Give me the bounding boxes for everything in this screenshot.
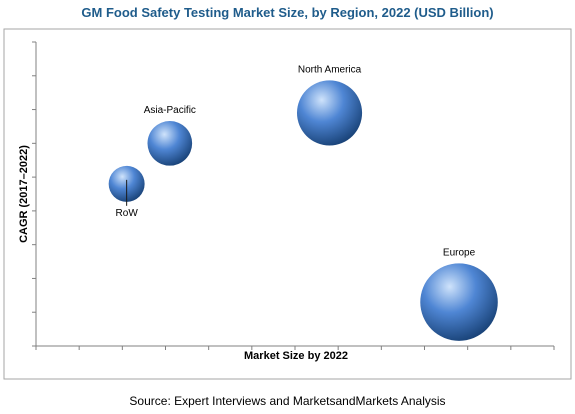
bubble-label-row: RoW xyxy=(116,208,139,219)
source-note: Source: Expert Interviews and Marketsand… xyxy=(129,394,445,408)
x-axis-label: Market Size by 2022 xyxy=(244,350,348,362)
plot-frame xyxy=(3,28,572,380)
bubble-asia-pacific xyxy=(147,121,193,166)
chart-title: GM Food Safety Testing Market Size, by R… xyxy=(81,5,493,20)
bubble-label-north-america: North America xyxy=(298,64,362,75)
bubble-label-europe: Europe xyxy=(443,247,476,258)
y-ticks xyxy=(32,41,36,347)
bubble-north-america xyxy=(296,80,363,146)
bubble-layer: North America Asia-Pacific RoW Europe xyxy=(108,64,498,341)
y-axis-label: CAGR (2017–2022) xyxy=(18,145,30,243)
bubble-europe xyxy=(420,263,498,341)
x-ticks xyxy=(35,346,555,350)
bubble-label-asia-pacific: Asia-Pacific xyxy=(144,105,196,116)
